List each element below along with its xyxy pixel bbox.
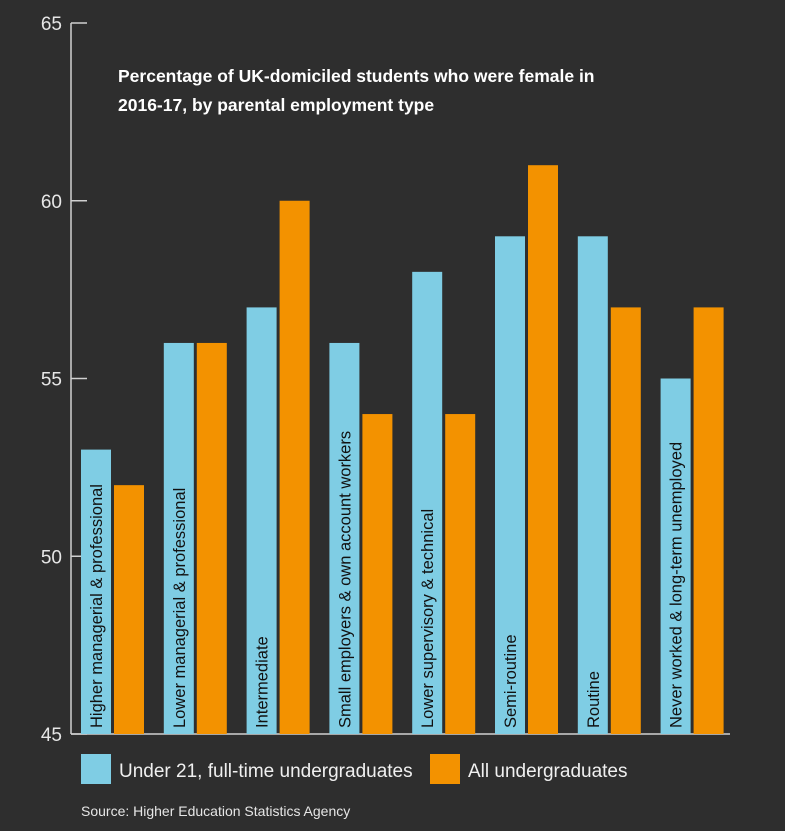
source-note: Source: Higher Education Statistics Agen… bbox=[81, 803, 350, 819]
category-label: Lower supervisory & technical bbox=[419, 509, 437, 728]
category-label: Higher managerial & professional bbox=[88, 484, 106, 728]
legend-swatch-under-21 bbox=[81, 754, 111, 784]
bar-all-undergraduates bbox=[362, 414, 393, 734]
category-label: Semi-routine bbox=[502, 634, 520, 728]
chart-title-line-1: Percentage of UK-domiciled students who … bbox=[118, 66, 595, 86]
bar-under-21 bbox=[329, 342, 360, 734]
bar-under-21 bbox=[660, 378, 691, 734]
bar-all-undergraduates bbox=[445, 414, 476, 734]
y-tick-label: 60 bbox=[41, 192, 62, 213]
bar-under-21 bbox=[577, 236, 608, 735]
category-label: Routine bbox=[585, 671, 603, 728]
category-label: Intermediate bbox=[254, 636, 272, 728]
category-label: Never worked & long-term unemployed bbox=[668, 442, 686, 728]
category-label: Lower managerial & professional bbox=[171, 488, 189, 728]
y-tick-label: 55 bbox=[41, 370, 62, 391]
chart-title-line-2: 2016-17, by parental employment type bbox=[118, 95, 434, 115]
bar-all-undergraduates bbox=[114, 485, 144, 734]
bar-under-21 bbox=[246, 307, 277, 734]
bar-all-undergraduates bbox=[279, 200, 310, 734]
y-tick-label: 65 bbox=[41, 14, 62, 35]
y-tick-label: 45 bbox=[41, 725, 62, 746]
bar-under-21 bbox=[81, 449, 111, 734]
legend-swatch-all-undergraduates bbox=[430, 754, 460, 784]
category-label: Small employers & own account workers bbox=[336, 431, 354, 728]
bar-all-undergraduates bbox=[196, 342, 227, 734]
legend-label-all-undergraduates: All undergraduates bbox=[468, 761, 628, 782]
y-tick-label: 50 bbox=[41, 547, 62, 568]
bar-under-21 bbox=[163, 342, 194, 734]
bar-all-undergraduates bbox=[528, 165, 558, 734]
bar-all-undergraduates bbox=[610, 307, 641, 734]
bar-under-21 bbox=[412, 271, 443, 734]
legend-label-under-21: Under 21, full-time undergraduates bbox=[119, 761, 413, 782]
bar-under-21 bbox=[495, 236, 525, 735]
bar-all-undergraduates bbox=[693, 307, 724, 734]
